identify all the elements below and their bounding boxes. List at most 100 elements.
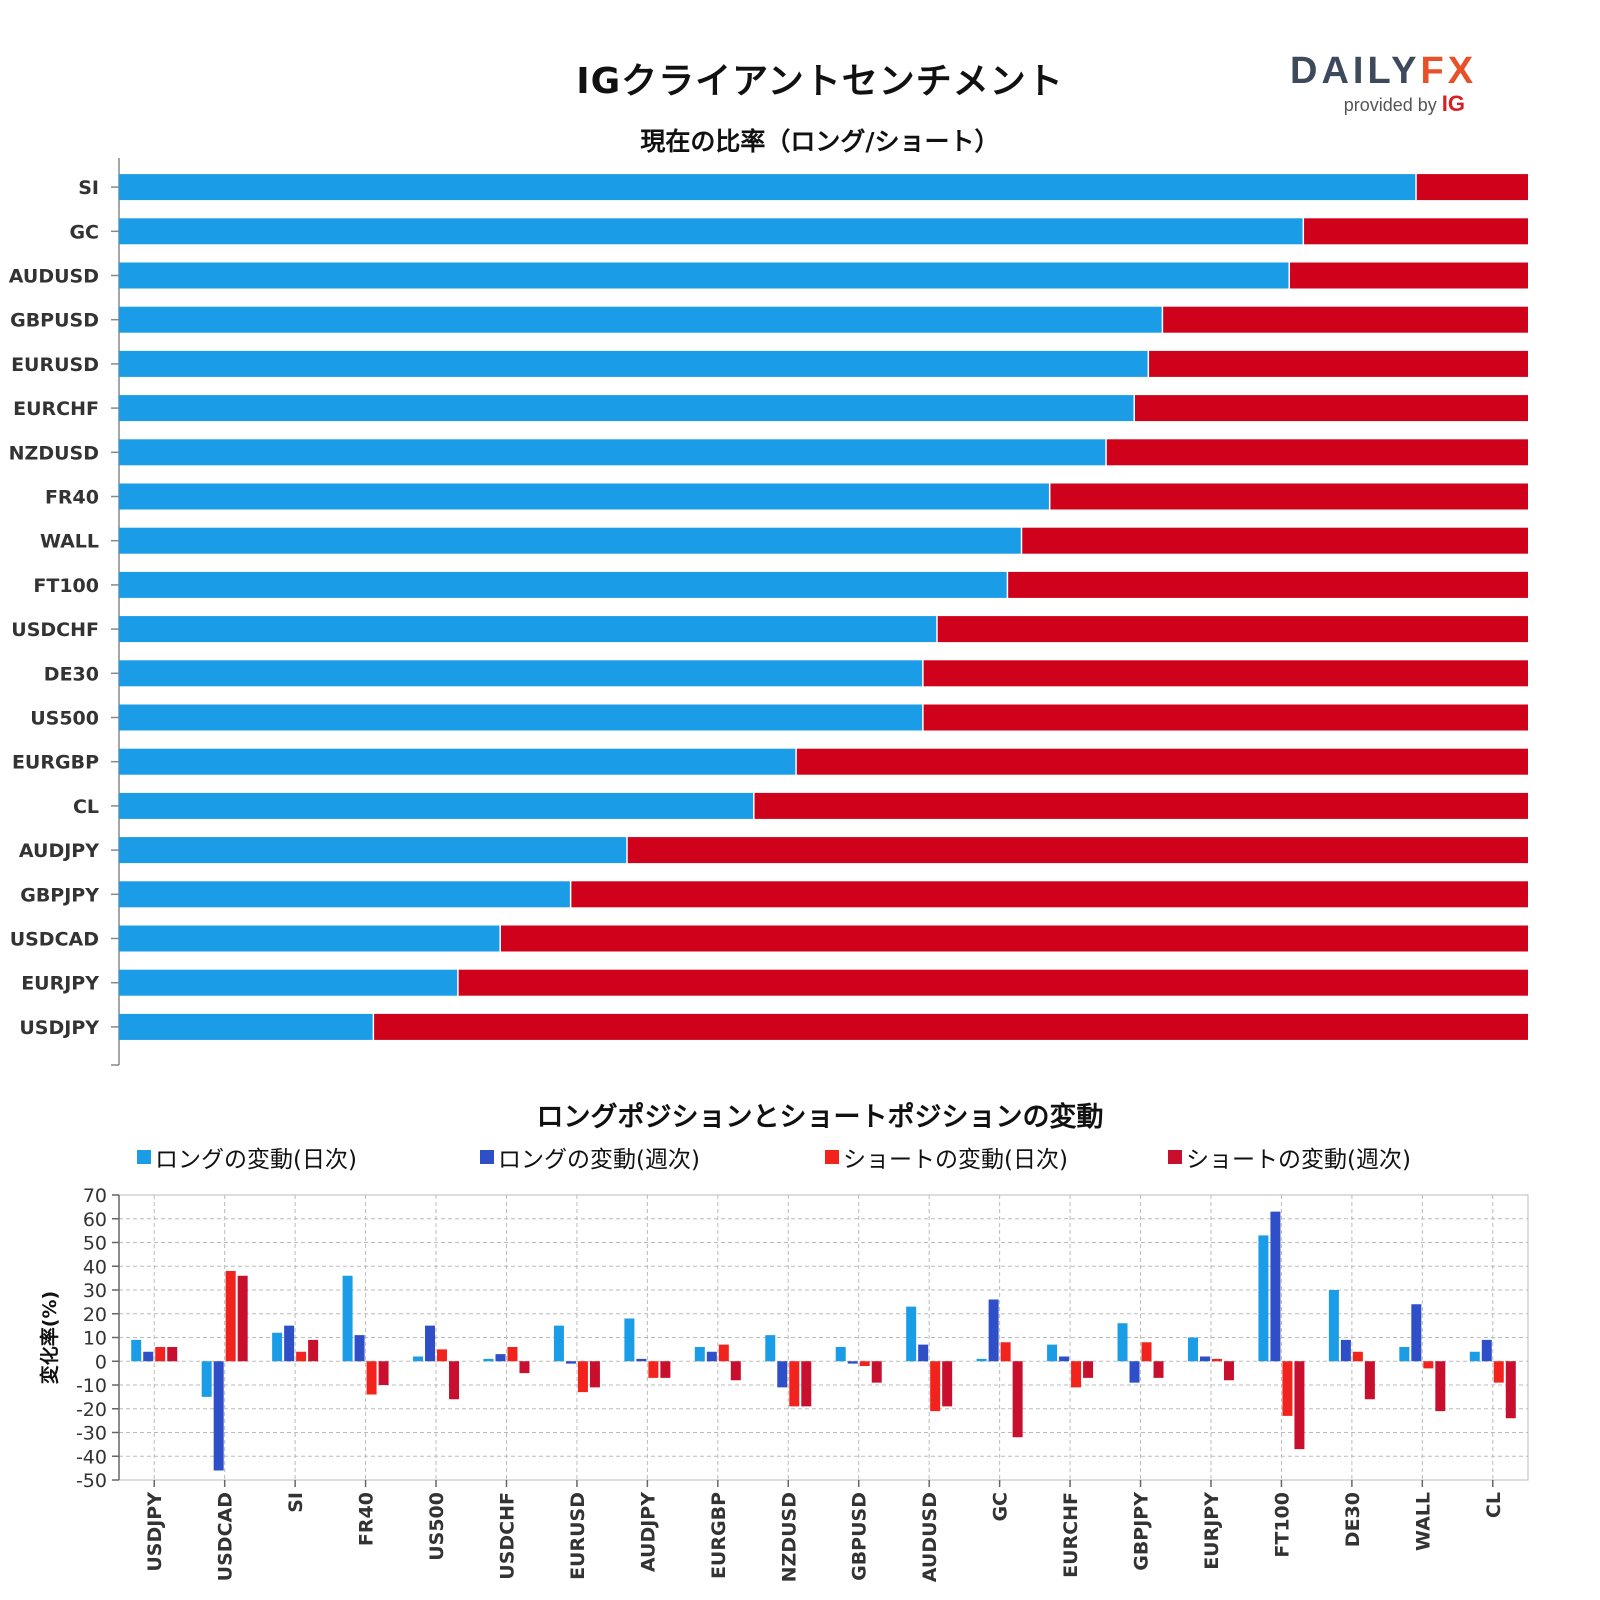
- change-bar: [296, 1351, 307, 1362]
- change-bar: [1505, 1361, 1516, 1419]
- change-bar: [1153, 1361, 1164, 1378]
- long-bar: [119, 969, 458, 996]
- ratio-chart-title: 現在の比率（ロング/ショート）: [640, 127, 1000, 156]
- ratio-chart: SI GC AUDUSD GBPUSD EURUSD EURCHF NZDUSD FR40 WA…: [9, 158, 1529, 1066]
- short-bar: [458, 969, 1528, 996]
- ratio-tick-label: EURGBP: [12, 752, 99, 774]
- change-bar: [1059, 1356, 1070, 1362]
- short-bar: [1050, 483, 1528, 510]
- ratio-tick-label: FT100: [33, 575, 99, 597]
- ratio-tick-label: USDCHF: [11, 619, 99, 641]
- change-bar: [1000, 1342, 1011, 1362]
- change-bar: [789, 1361, 800, 1407]
- dailyfx-logo: DAILYFX provided by IG: [1290, 50, 1510, 120]
- change-chart-title: ロングポジションとショートポジションの変動: [536, 1102, 1104, 1133]
- change-bar: [1187, 1337, 1198, 1362]
- change-x-tick-label: FT100: [1271, 1492, 1293, 1558]
- long-bar: [119, 616, 937, 643]
- change-bar: [143, 1351, 154, 1362]
- change-bar: [589, 1361, 600, 1388]
- long-bar: [119, 1013, 373, 1040]
- long-bar: [119, 218, 1303, 245]
- ratio-tick-label: GBPJPY: [20, 884, 99, 906]
- long-bar: [119, 174, 1416, 201]
- change-x-tick-label: AUDJPY: [637, 1492, 659, 1572]
- change-y-axis-label: 変化率(%): [38, 1291, 61, 1384]
- change-bar: [1117, 1323, 1128, 1362]
- ratio-tick-label: SI: [78, 177, 99, 199]
- change-bar: [648, 1361, 659, 1378]
- change-x-tick-label: AUDUSD: [919, 1492, 941, 1582]
- change-bar: [942, 1361, 953, 1407]
- change-x-tick-label: EURJPY: [1201, 1492, 1223, 1570]
- change-bar: [1352, 1351, 1363, 1362]
- change-bar: [835, 1347, 846, 1362]
- short-bar: [1022, 527, 1528, 554]
- change-chart-legend: ロングの変動(日次) ロングの変動(週次) ショートの変動(日次) ショートの変…: [0, 1140, 1600, 1174]
- change-bar: [1364, 1361, 1375, 1400]
- long-bar: [119, 925, 500, 952]
- short-bar: [627, 837, 1528, 864]
- change-bar: [1223, 1361, 1234, 1381]
- change-y-tick-label: 0: [95, 1351, 107, 1373]
- short-bar: [500, 925, 1529, 952]
- change-bar: [366, 1361, 377, 1395]
- ratio-tick-label: WALL: [40, 531, 99, 553]
- long-bar: [119, 527, 1021, 554]
- change-bar: [1399, 1347, 1410, 1362]
- short-bar: [374, 1013, 1528, 1040]
- change-y-tick-label: -50: [76, 1470, 107, 1492]
- change-x-tick-label: SI: [285, 1492, 307, 1513]
- change-bar: [225, 1271, 236, 1362]
- change-bar: [519, 1361, 530, 1374]
- ratio-tick-label: DE30: [44, 663, 99, 685]
- long-bar: [119, 704, 923, 731]
- change-bar: [847, 1361, 858, 1364]
- change-bar: [507, 1347, 518, 1362]
- short-bar: [1008, 571, 1528, 598]
- ratio-tick-label: CL: [73, 796, 99, 818]
- legend-swatch-long-daily: [137, 1150, 151, 1164]
- change-y-tick-label: 40: [83, 1256, 107, 1278]
- change-y-tick-label: 20: [83, 1304, 107, 1326]
- change-bar: [1294, 1361, 1305, 1450]
- change-y-tick-label: 50: [83, 1233, 107, 1255]
- change-x-tick-label: US500: [426, 1492, 448, 1561]
- ratio-tick-label: GC: [69, 221, 99, 243]
- change-bar: [706, 1351, 717, 1362]
- legend-swatch-long-weekly: [480, 1150, 494, 1164]
- change-x-tick-label: EURUSD: [567, 1492, 589, 1580]
- change-bar: [730, 1361, 741, 1381]
- change-bar: [413, 1356, 424, 1362]
- change-bar: [378, 1361, 389, 1385]
- change-bar: [1199, 1356, 1210, 1362]
- long-bar: [119, 439, 1106, 466]
- short-bar: [796, 748, 1528, 775]
- legend-item-long-daily: ロングの変動(日次): [137, 1140, 357, 1174]
- logo-fx-text: FX: [1420, 50, 1478, 92]
- change-bar: [213, 1361, 224, 1471]
- change-bar: [167, 1347, 178, 1362]
- change-bar: [660, 1361, 671, 1378]
- change-bar: [201, 1361, 212, 1397]
- change-bar: [918, 1344, 929, 1362]
- short-bar: [1163, 306, 1528, 333]
- long-bar: [119, 306, 1162, 333]
- short-bar: [1289, 262, 1528, 289]
- short-bar: [1149, 350, 1528, 377]
- change-y-tick-label: 10: [83, 1328, 107, 1350]
- change-x-tick-label: EURCHF: [1060, 1492, 1082, 1578]
- change-bar: [718, 1344, 729, 1362]
- short-bar: [571, 881, 1528, 908]
- change-bar: [1012, 1361, 1023, 1438]
- change-bar: [801, 1361, 812, 1407]
- change-bar: [308, 1339, 319, 1362]
- ratio-tick-label: EURJPY: [21, 973, 99, 995]
- change-bar: [930, 1361, 941, 1412]
- ratio-tick-label: GBPUSD: [10, 310, 99, 332]
- change-x-tick-label: GBPJPY: [1131, 1492, 1153, 1571]
- change-bar: [1282, 1361, 1293, 1416]
- change-bar: [1340, 1339, 1351, 1362]
- change-bar: [1071, 1361, 1082, 1388]
- long-bar: [119, 660, 923, 687]
